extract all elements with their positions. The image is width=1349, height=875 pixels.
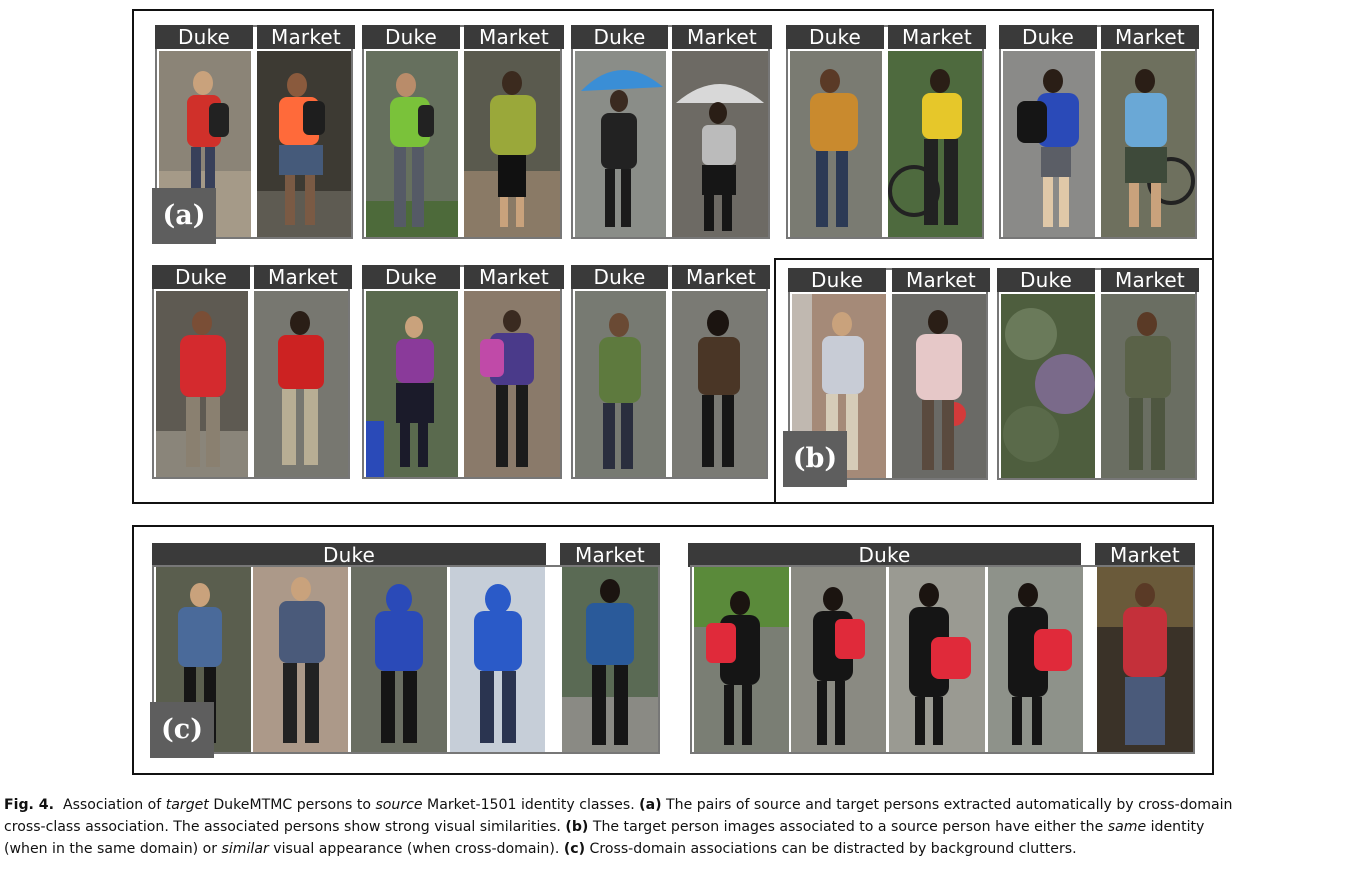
header-market: Market xyxy=(464,265,564,289)
header-duke: Duke xyxy=(999,25,1097,49)
header-market: Market xyxy=(1101,268,1199,292)
figure-panel-b-frame xyxy=(774,258,1214,504)
caption-text: Association of xyxy=(62,797,166,813)
caption-tag-a: (a) xyxy=(639,797,662,813)
person-photo-duke xyxy=(253,567,348,752)
header-market: Market xyxy=(560,543,660,567)
header-market: Market xyxy=(464,25,564,49)
pair-a7: Duke Market xyxy=(362,265,564,479)
person-photo-duke xyxy=(156,291,248,477)
header-duke: Duke xyxy=(362,265,460,289)
pair-a5: Duke Market xyxy=(999,25,1199,239)
person-photo-market xyxy=(1097,567,1193,752)
person-photo-duke xyxy=(988,567,1083,752)
caption-text: DukeMTMC persons to xyxy=(208,797,376,813)
header-market: Market xyxy=(1101,25,1199,49)
person-photo-duke xyxy=(791,567,886,752)
person-photo-market xyxy=(562,567,658,752)
caption-fig-label: Fig. 4. xyxy=(4,797,54,813)
header-duke: Duke xyxy=(155,25,253,49)
header-market: Market xyxy=(257,25,355,49)
pair-b2: Duke Market xyxy=(997,268,1199,480)
person-photo-duke xyxy=(1001,294,1095,478)
separator xyxy=(548,567,560,752)
header-market: Market xyxy=(672,265,770,289)
person-photo-duke xyxy=(450,567,545,752)
person-photo-duke xyxy=(366,291,458,477)
person-photo-market xyxy=(464,51,560,237)
figure-panel-ab-frame xyxy=(132,9,1214,504)
caption-text: Market-1501 identity classes. xyxy=(422,797,640,813)
person-photo-market xyxy=(672,51,768,237)
person-photo-market xyxy=(892,294,986,478)
group-c1 xyxy=(152,565,660,754)
person-photo-duke xyxy=(1003,51,1095,237)
header-duke: Duke xyxy=(152,265,250,289)
figure-caption: Fig. 4. Association of target DukeMTMC p… xyxy=(4,794,1342,860)
person-photo-market xyxy=(254,291,348,477)
person-photo-market xyxy=(257,51,351,237)
caption-text: same xyxy=(1107,819,1147,835)
caption-text: identity xyxy=(1146,819,1205,835)
panel-label-c: (c) xyxy=(150,702,214,758)
caption-text: The pairs of source and target persons e… xyxy=(661,797,1233,813)
person-photo-duke xyxy=(889,567,985,752)
header-duke: Duke xyxy=(788,268,886,292)
person-photo-duke xyxy=(694,567,789,752)
header-market: Market xyxy=(888,25,986,49)
pair-a8: Duke Market xyxy=(571,265,770,479)
caption-text: target xyxy=(165,797,209,813)
caption-tag-c: (c) xyxy=(563,841,586,857)
pair-a4: Duke Market xyxy=(786,25,986,239)
header-market: Market xyxy=(672,25,772,49)
person-photo-market xyxy=(672,291,766,477)
person-photo-market xyxy=(888,51,982,237)
person-photo-duke xyxy=(351,567,447,752)
caption-text: Cross-domain associations can be distrac… xyxy=(585,841,1077,857)
header-duke: Duke xyxy=(571,25,668,49)
person-photo-market xyxy=(464,291,560,477)
header-duke: Duke xyxy=(362,25,460,49)
caption-text: (when in the same domain) or xyxy=(4,841,222,857)
header-duke: Duke xyxy=(571,265,668,289)
caption-line-2: cross-class association. The associated … xyxy=(4,816,1342,838)
pair-a6: Duke Market xyxy=(152,265,352,479)
header-market: Market xyxy=(1095,543,1195,567)
separator xyxy=(1086,567,1096,752)
person-photo-duke xyxy=(575,291,666,477)
header-market: Market xyxy=(892,268,990,292)
header-duke: Duke xyxy=(786,25,884,49)
header-duke: Duke xyxy=(152,543,546,567)
person-photo-market xyxy=(1101,51,1195,237)
header-market: Market xyxy=(254,265,352,289)
person-photo-duke xyxy=(366,51,458,237)
pair-a3: Duke Market xyxy=(571,25,772,239)
group-c2 xyxy=(690,565,1195,754)
pair-a2: Duke Market xyxy=(362,25,564,239)
figure-panel-c-frame xyxy=(132,525,1214,775)
caption-line-3: (when in the same domain) or similar vis… xyxy=(4,838,1342,860)
person-photo-market xyxy=(1101,294,1195,478)
header-duke: Duke xyxy=(997,268,1095,292)
caption-text: visual appearance (when cross-domain). xyxy=(268,841,564,857)
caption-text: cross-class association. The associated … xyxy=(4,819,566,835)
caption-text: source xyxy=(375,797,423,813)
person-photo-duke xyxy=(790,51,882,237)
person-photo-duke xyxy=(575,51,666,237)
caption-line-1: Fig. 4. Association of target DukeMTMC p… xyxy=(4,794,1342,816)
panel-label-b: (b) xyxy=(783,431,847,487)
caption-text: The target person images associated to a… xyxy=(588,819,1108,835)
caption-tag-b: (b) xyxy=(565,819,589,835)
header-duke: Duke xyxy=(688,543,1081,567)
panel-label-a: (a) xyxy=(152,188,216,244)
caption-text: similar xyxy=(221,841,269,857)
